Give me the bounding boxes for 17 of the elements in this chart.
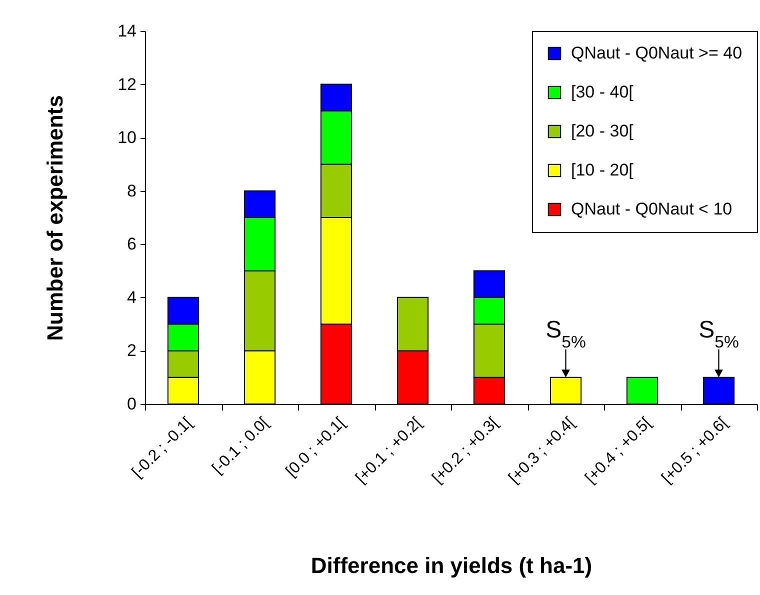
legend-label: QNaut - Q0Naut < 10 <box>571 200 732 218</box>
annotation: S$_{5%}$ <box>698 316 739 351</box>
y-tick-label: 8 <box>127 181 136 200</box>
legend-label: QNaut - Q0Naut >= 40 <box>571 44 742 62</box>
annotation: S$_{5%}$ <box>546 316 586 351</box>
legend-label: [20 - 30[ <box>571 122 634 140</box>
y-tick-label: 12 <box>118 74 136 94</box>
y-tick-label: 6 <box>127 234 136 254</box>
legend-label: [10 - 20[ <box>571 160 634 180</box>
y-tick-label: 2 <box>127 341 136 360</box>
y-axis-title: Number of experiments <box>42 95 68 341</box>
x-axis-title: Difference in yields (t ha-1) <box>310 553 592 578</box>
y-tick-label: 14 <box>118 22 136 40</box>
legend-label: [30 - 40[ <box>571 82 634 102</box>
y-tick-label: 4 <box>127 288 136 307</box>
y-tick-label: 0 <box>127 394 136 414</box>
y-tick-label: 10 <box>118 128 136 148</box>
